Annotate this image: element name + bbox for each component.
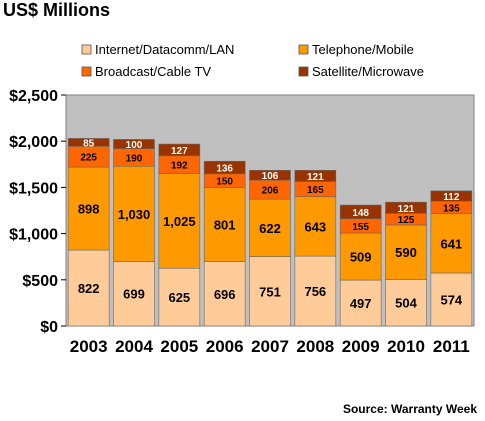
y-tick-label: $1,500 [9, 180, 58, 197]
y-tick-label: $500 [22, 273, 58, 290]
data-label: 622 [259, 221, 281, 236]
data-label: 106 [262, 171, 279, 182]
data-label: 641 [440, 236, 462, 251]
data-label: 509 [350, 250, 372, 265]
data-label: 751 [259, 284, 281, 299]
data-label: 150 [216, 177, 233, 188]
legend-label: Internet/Datacomm/LAN [95, 42, 234, 57]
data-label: 121 [398, 204, 415, 215]
bar-segment [67, 166, 110, 251]
bar-segment [158, 267, 201, 327]
chart-title: US$ Millions [3, 0, 111, 20]
legend-swatch [298, 66, 309, 77]
data-label: 625 [168, 290, 190, 305]
legend-label: Satellite/Microwave [312, 64, 424, 79]
data-label: 756 [304, 284, 326, 299]
bar-segment [294, 170, 337, 182]
bar-segment [385, 279, 427, 327]
bar-segment [339, 232, 382, 281]
legend [78, 40, 463, 87]
data-label: 590 [395, 245, 417, 260]
data-label: 165 [307, 185, 324, 196]
data-label: 696 [214, 287, 236, 302]
data-label: 148 [352, 208, 369, 219]
bar-segment [339, 279, 382, 327]
bar-segment [203, 160, 246, 175]
data-label: 1,030 [118, 207, 151, 222]
bar-segment [430, 190, 473, 202]
legend-swatch [298, 44, 309, 55]
bar-segment [249, 256, 291, 327]
data-label: 822 [78, 281, 100, 296]
bar-segment [385, 201, 427, 214]
data-label: 225 [80, 153, 97, 164]
x-tick-label: 2008 [296, 337, 334, 356]
bar-segment [113, 139, 155, 149]
bar-segment [430, 213, 473, 274]
data-label: 1,025 [163, 214, 196, 229]
bar-segment [113, 261, 155, 327]
data-label: 192 [171, 161, 188, 172]
data-label: 85 [83, 138, 95, 149]
bar-segment [67, 138, 110, 147]
x-tick-label: 2010 [387, 337, 425, 356]
source-note: Source: Warranty Week [342, 402, 477, 416]
bar-segment [294, 255, 337, 327]
x-tick-label: 2005 [160, 337, 198, 356]
legend-swatch [81, 66, 92, 77]
bar-segment [249, 198, 291, 257]
bar-segment [249, 170, 291, 181]
bar-segment [430, 272, 473, 327]
data-label: 643 [304, 219, 326, 234]
data-label: 574 [440, 292, 462, 307]
data-label: 190 [126, 153, 143, 164]
y-tick-label: $1,000 [9, 227, 58, 244]
data-label: 127 [171, 146, 188, 157]
data-label: 504 [395, 296, 417, 311]
data-label: 125 [398, 215, 415, 226]
bar-segment [203, 261, 246, 327]
x-tick-label: 2004 [115, 337, 153, 356]
x-tick-label: 2007 [251, 337, 289, 356]
data-label: 801 [214, 218, 236, 233]
data-label: 112 [443, 192, 460, 203]
bar-segment [67, 249, 110, 327]
x-tick-label: 2006 [206, 337, 244, 356]
data-label: 699 [123, 287, 145, 302]
data-label: 206 [262, 186, 279, 197]
legend-swatch [81, 44, 92, 55]
data-label: 898 [78, 202, 100, 217]
data-label: 121 [307, 172, 324, 183]
legend-label: Telephone/Mobile [312, 42, 414, 57]
y-tick-label: $2,000 [9, 134, 58, 151]
y-tick-label: $0 [40, 319, 58, 336]
y-tick-label: $2,500 [9, 88, 58, 105]
legend-label: Broadcast/Cable TV [95, 64, 211, 79]
x-tick-label: 2011 [433, 337, 470, 356]
data-label: 155 [352, 222, 369, 233]
bar-segment [294, 196, 337, 257]
x-tick-label: 2009 [342, 337, 380, 356]
bar-segment [158, 143, 201, 157]
data-label: 497 [350, 296, 372, 311]
bar-segment [385, 224, 427, 280]
data-label: 135 [443, 203, 460, 214]
data-label: 100 [126, 140, 143, 151]
data-label: 136 [216, 164, 233, 175]
bar-segment [339, 204, 382, 220]
x-tick-label: 2003 [70, 337, 108, 356]
